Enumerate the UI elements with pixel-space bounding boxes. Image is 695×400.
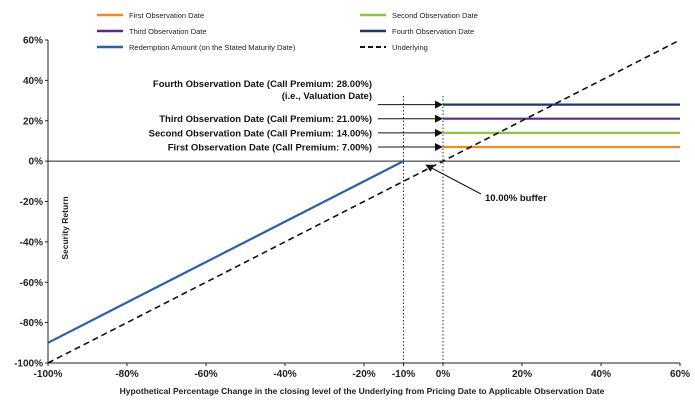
x-tick-label: 20% xyxy=(512,369,532,380)
x-tick-label: -80% xyxy=(115,369,138,380)
x-axis-title: Hypothetical Percentage Change in the cl… xyxy=(120,386,605,396)
x-tick-label: 40% xyxy=(591,369,611,380)
annotation-text: First Observation Date (Call Premium: 7.… xyxy=(168,142,372,153)
chart-series xyxy=(47,39,681,364)
series-redemption-amount-on-the-stated-maturity-date xyxy=(47,160,405,344)
series-underlying xyxy=(47,39,681,364)
legend-label-underlying: Underlying xyxy=(392,43,428,52)
legend-label-second-observation-date: Second Observation Date xyxy=(392,11,478,20)
y-axis-title: Security Return xyxy=(60,196,70,259)
y-tick-label: 40% xyxy=(23,76,43,87)
legend-label-first-observation-date: First Observation Date xyxy=(129,11,204,20)
chart-legend: First Observation Date Second Observation… xyxy=(97,11,478,52)
y-tick-label: 20% xyxy=(23,116,43,127)
y-tick-label: 0% xyxy=(29,157,44,168)
x-tick-label: -100% xyxy=(34,369,63,380)
y-tick-label: -80% xyxy=(20,318,43,329)
chart-ticks: 60% 40% 20% 0% -20% -40% -60% -80% -100%-100% -80… xyxy=(14,36,690,381)
x-tick-label: 60% xyxy=(670,369,690,380)
x-tick-label: -40% xyxy=(273,369,296,380)
x-tick-label: 0% xyxy=(436,369,451,380)
reference-lines xyxy=(403,96,444,363)
buffer-arrow xyxy=(425,164,482,195)
x-tick-label: -20% xyxy=(352,369,375,380)
legend-label-third-observation-date: Third Observation Date xyxy=(129,27,207,36)
annotation-text: (i.e., Valuation Date) xyxy=(282,91,372,102)
annotation-text: Second Observation Date (Call Premium: 1… xyxy=(149,128,372,139)
chart-annotations: Fourth Observation Date (Call Premium: 2… xyxy=(149,79,547,204)
y-tick-label: 60% xyxy=(23,36,43,47)
y-tick-label: -20% xyxy=(20,197,43,208)
y-tick-label: -40% xyxy=(20,237,43,248)
buffer-label: 10.00% buffer xyxy=(485,193,547,204)
y-tick-label: -60% xyxy=(20,278,43,289)
legend-label-fourth-observation-date: Fourth Observation Date xyxy=(392,27,474,36)
legend-label-redemption-amount-on-the-stated-maturity-date: Redemption Amount (on the Stated Maturit… xyxy=(129,43,296,52)
x-tick-label: -10% xyxy=(392,369,415,380)
annotation-text: Third Observation Date (Call Premium: 21… xyxy=(159,114,372,125)
y-tick-label: -100% xyxy=(14,359,43,370)
x-tick-label: -60% xyxy=(194,369,217,380)
annotation-text: Fourth Observation Date (Call Premium: 2… xyxy=(153,79,372,90)
